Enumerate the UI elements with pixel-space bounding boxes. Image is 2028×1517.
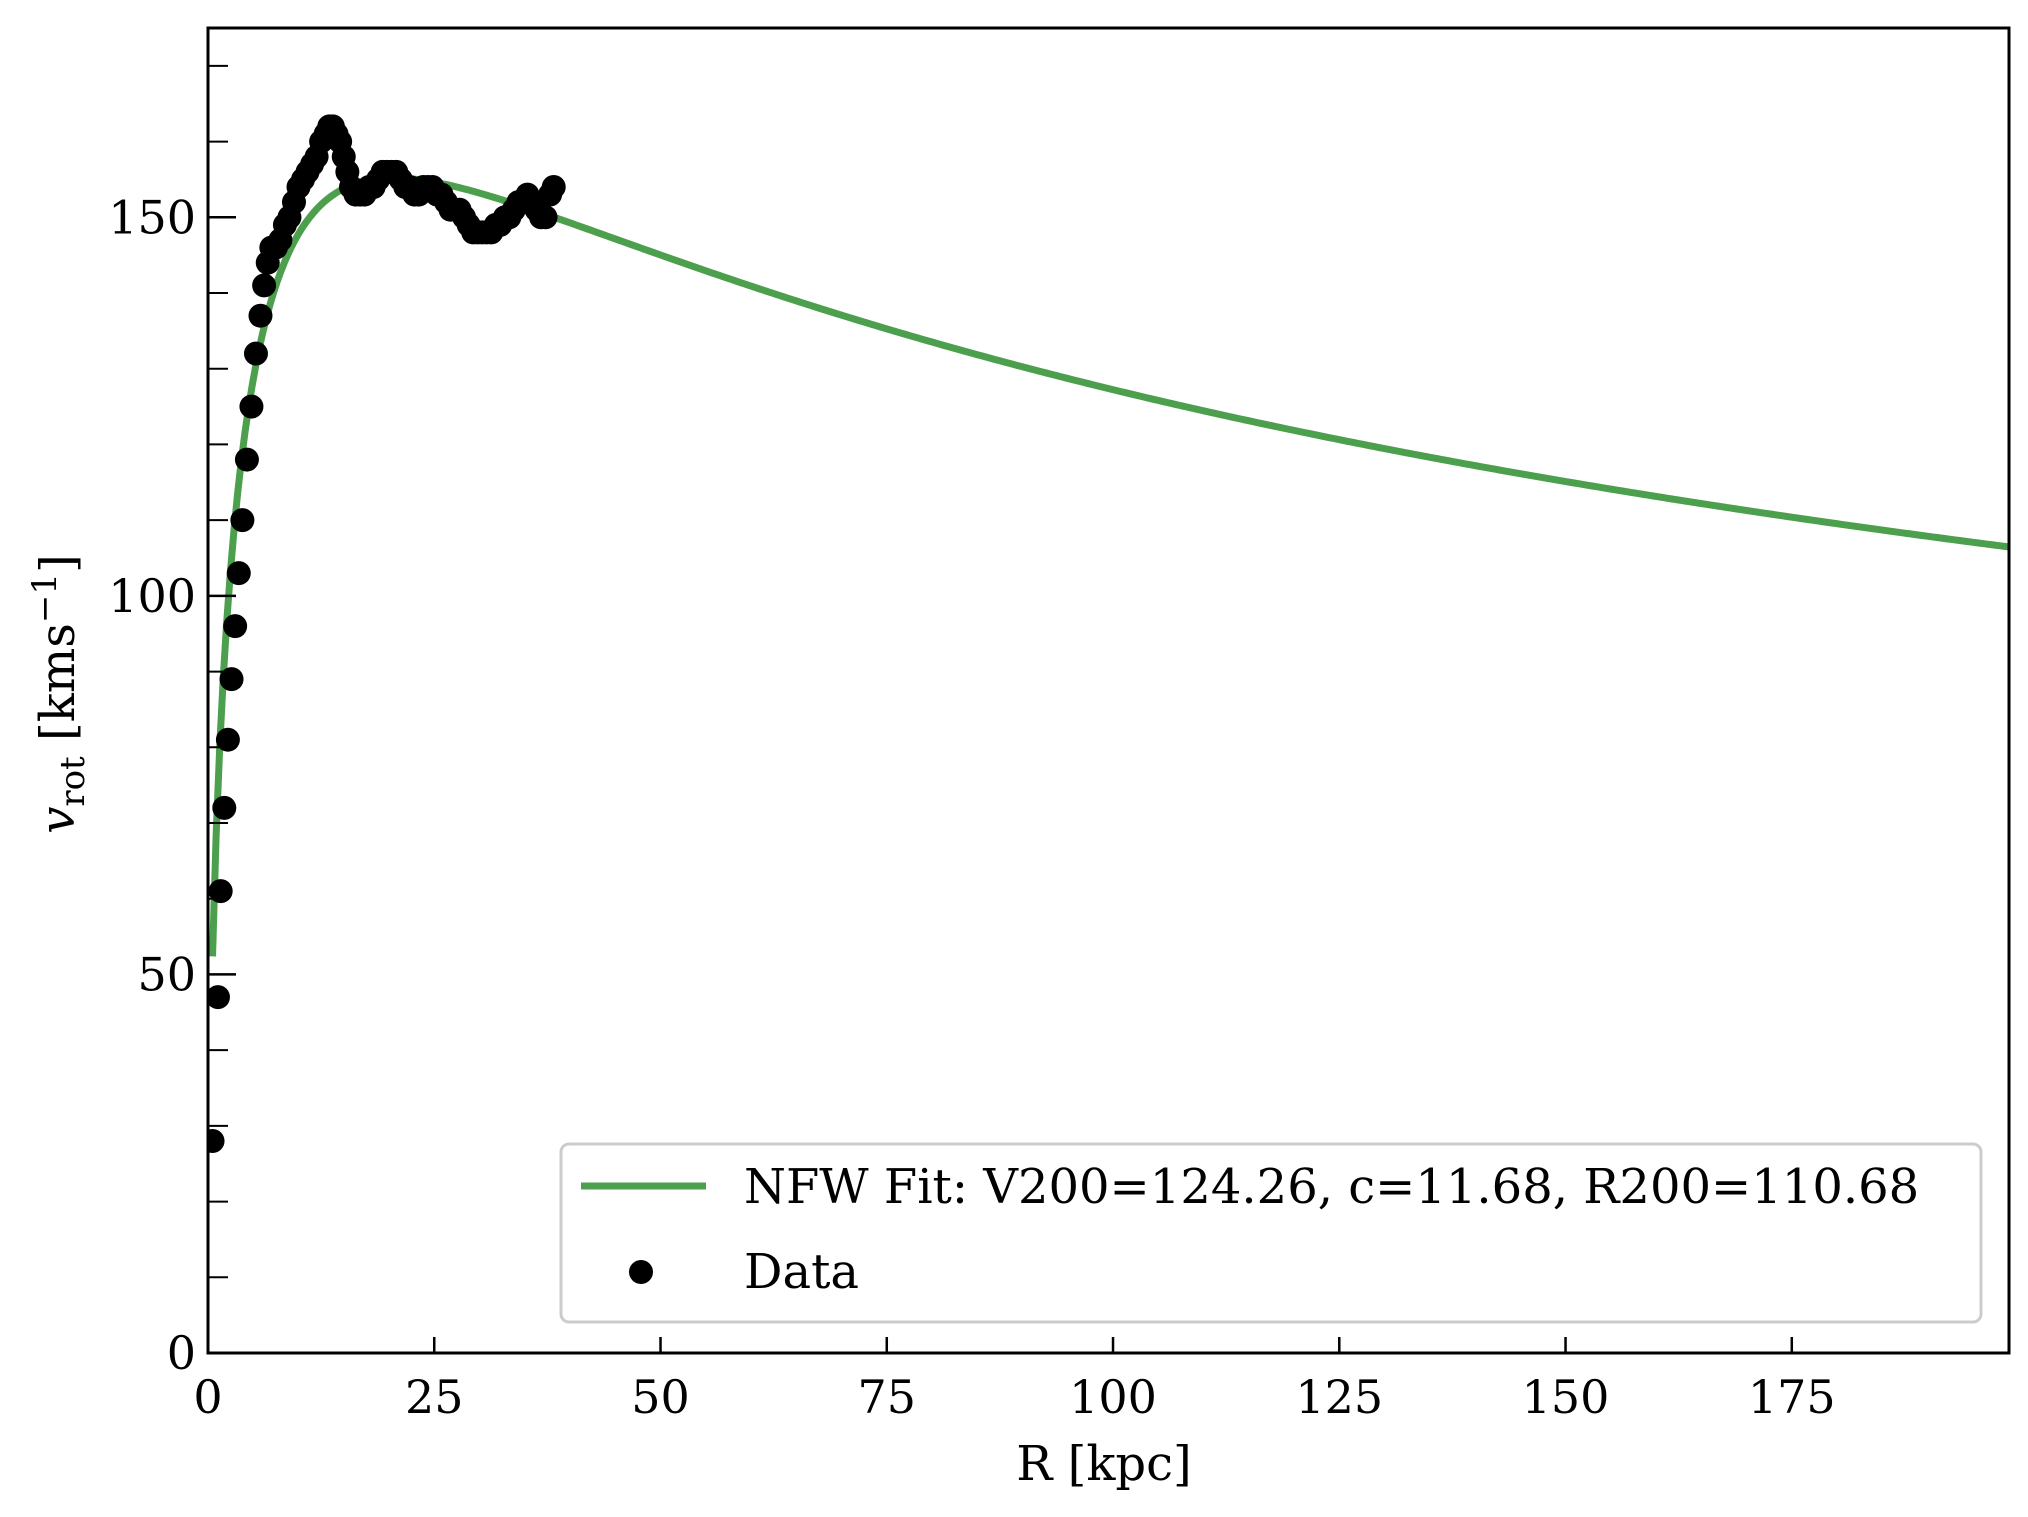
legend-frame [559, 1142, 1983, 1324]
y-tick-label: 0 [167, 1326, 196, 1380]
y-tick-label: 50 [137, 947, 196, 1001]
x-tick-label: 50 [631, 1370, 690, 1424]
x-tick-label: 25 [405, 1370, 464, 1424]
y-title-superscript: −1 [25, 573, 65, 623]
x-tick-label: 125 [1295, 1370, 1383, 1424]
legend-label-nfw-fit: NFW Fit: V200=124.26, c=11.68, R200=110.… [744, 1159, 1919, 1215]
axes-layer: 0 25 50 75 100 125 150 175 0 50 100 150 [108, 26, 2011, 1424]
data-point [212, 795, 237, 820]
data-point [226, 561, 251, 586]
plot-content [208, 114, 2009, 1153]
data-point [252, 273, 277, 298]
data-point [223, 614, 248, 639]
plot-clipped-group [208, 114, 2009, 1153]
data-point [243, 341, 268, 366]
x-tick-label: 0 [193, 1370, 222, 1424]
y-tick-label: 100 [108, 569, 196, 623]
data-points [208, 114, 566, 1153]
x-axis-title: R [kpc] [1016, 1436, 1192, 1492]
y-title-subscript: rot [53, 756, 93, 807]
y-title-unit: [kms [30, 623, 86, 756]
plot-frame [206, 26, 2011, 1355]
data-point [230, 508, 255, 533]
data-point [215, 727, 240, 752]
legend-marker-swatch [629, 1260, 653, 1284]
y-tick-label: 150 [108, 190, 196, 244]
data-point [208, 1129, 225, 1153]
data-point [533, 205, 558, 230]
legend: NFW Fit: V200=124.26, c=11.68, R200=110.… [559, 1142, 1983, 1324]
x-tick-label: 75 [857, 1370, 916, 1424]
y-title-symbol: v [30, 807, 86, 834]
data-point [239, 394, 264, 419]
data-point [208, 879, 233, 904]
data-point [541, 175, 566, 199]
data-point [234, 447, 259, 472]
data-point [208, 985, 230, 1010]
y-axis-title: vrot [kms−1] [25, 554, 93, 834]
legend-label-data: Data [744, 1244, 859, 1300]
data-point [219, 667, 244, 692]
x-tick-label: 175 [1748, 1370, 1836, 1424]
y-title-unit-close: ] [30, 554, 86, 573]
x-tick-label: 100 [1069, 1370, 1157, 1424]
x-tick-label: 150 [1522, 1370, 1610, 1424]
data-point [248, 303, 273, 328]
